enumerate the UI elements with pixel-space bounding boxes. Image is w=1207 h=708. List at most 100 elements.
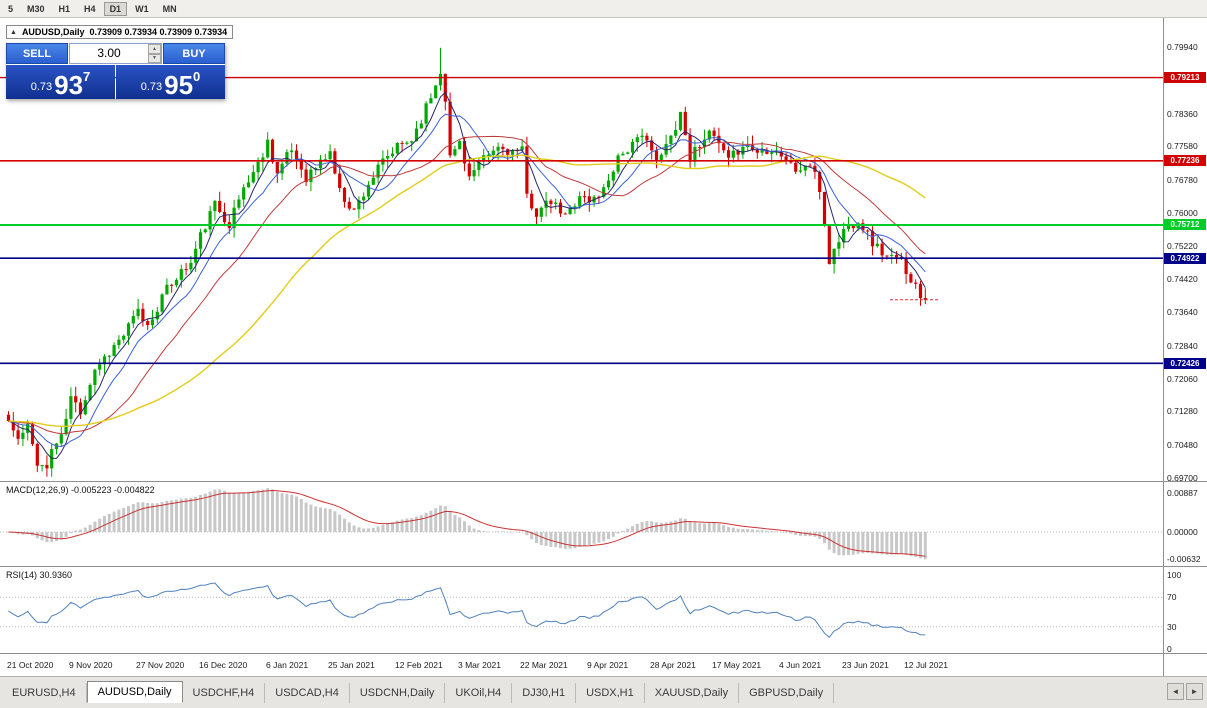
timeframe-toolbar: 5 M30 H1 H4 D1 W1 MN: [0, 0, 1207, 18]
chart-area: ▲ AUDUSD,Daily 0.73909 0.73934 0.73909 0…: [0, 18, 1207, 676]
date-label: 12 Jul 2021: [904, 660, 948, 670]
date-label: 12 Feb 2021: [395, 660, 443, 670]
chart-symbol-title: AUDUSD,Daily: [21, 27, 85, 37]
buy-button[interactable]: BUY: [163, 43, 225, 64]
rsi-tick: 0: [1167, 644, 1172, 654]
macd-histogram-layer: [7, 488, 927, 560]
rsi-label: RSI(14) 30.9360: [6, 570, 73, 580]
price-tick: 0.76780: [1167, 175, 1198, 185]
sell-button[interactable]: SELL: [6, 43, 68, 64]
buy-price-display[interactable]: 0.73 95 0: [116, 65, 225, 99]
macd-tick: 0.00887: [1167, 488, 1198, 498]
buy-price-big-digits: 95: [164, 70, 194, 100]
buy-price-prefix: 0.73: [140, 81, 163, 93]
tab-usdcnh-daily[interactable]: USDCNH,Daily: [349, 683, 446, 703]
macd-tick: 0.00000: [1167, 527, 1198, 537]
tab-dj30-h1[interactable]: DJ30,H1: [512, 683, 577, 703]
one-click-trading-panel: SELL 3.00 ▲ ▼ BUY 0.73 93 7 0.73 95 0: [6, 43, 225, 99]
macd-tick: -0.00632: [1167, 554, 1201, 564]
volume-down-button[interactable]: ▼: [148, 53, 161, 63]
timeframe-button-h4[interactable]: H4: [78, 2, 102, 16]
chart-tabs: EURUSD,H4 AUDUSD,Daily USDCHF,H4 USDCAD,H4 U…: [2, 681, 835, 703]
macd-signal-layer: [8, 489, 926, 557]
tab-gbpusd-daily[interactable]: GBPUSD,Daily: [739, 683, 835, 703]
level-price-box: 0.77236: [1164, 155, 1206, 166]
timeframe-button-d1[interactable]: D1: [103, 1, 128, 16]
collapse-icon[interactable]: ▲: [10, 28, 17, 36]
buy-price-pip-digit: 0: [193, 69, 201, 84]
price-tick: 0.70480: [1167, 440, 1198, 450]
price-tick: 0.75220: [1167, 241, 1198, 251]
tab-usdchf-h4[interactable]: USDCHF,H4: [182, 683, 266, 703]
sell-price-display[interactable]: 0.73 93 7: [6, 65, 115, 99]
price-tick: 0.79940: [1167, 42, 1198, 52]
level-price-box: 0.79213: [1164, 72, 1206, 83]
price-tick: 0.73640: [1167, 307, 1198, 317]
axis-divider: [1163, 18, 1164, 676]
price-chart[interactable]: [0, 18, 1163, 481]
tab-eurusd-h4[interactable]: EURUSD,H4: [2, 683, 87, 703]
pane-separator[interactable]: [0, 653, 1207, 654]
time-axis[interactable]: 21 Oct 2020 9 Nov 2020 27 Nov 2020 16 Dec 2…: [0, 654, 1163, 676]
date-label: 9 Apr 2021: [587, 660, 629, 670]
level-price-box: 0.72426: [1164, 358, 1206, 369]
sell-price-prefix: 0.73: [30, 81, 53, 93]
trade-panel-top-row: SELL 3.00 ▲ ▼ BUY: [6, 43, 225, 64]
price-tick: 0.69700: [1167, 473, 1198, 483]
date-label: 22 Mar 2021: [520, 660, 568, 670]
volume-spinner: ▲ ▼: [148, 44, 161, 63]
rsi-tick: 100: [1167, 570, 1182, 580]
date-label: 4 Jun 2021: [779, 660, 822, 670]
price-tick: 0.72060: [1167, 374, 1198, 384]
date-label: 21 Oct 2020: [7, 660, 54, 670]
price-tick: 0.78360: [1167, 109, 1198, 119]
tab-scroll-left-icon[interactable]: ◄: [1167, 683, 1184, 700]
rsi-tick: 30: [1167, 622, 1177, 632]
timeframe-button-m30[interactable]: M30: [21, 2, 51, 16]
level-price-box: 0.75712: [1164, 219, 1206, 230]
date-label: 17 May 2021: [712, 660, 762, 670]
trade-panel-price-row: 0.73 93 7 0.73 95 0: [6, 65, 225, 99]
sell-price-pip-digit: 7: [83, 69, 91, 84]
moving-averages-layer: [8, 91, 926, 459]
chart-ohlc-values: 0.73909 0.73934 0.73909 0.73934: [89, 27, 228, 37]
timeframe-button-mn[interactable]: MN: [157, 2, 183, 16]
timeframe-button-5[interactable]: 5: [2, 2, 19, 16]
date-label: 23 Jun 2021: [842, 660, 889, 670]
date-label: 16 Dec 2020: [199, 660, 248, 670]
price-axis[interactable]: 0.799400.792100.783600.775800.767800.760…: [1164, 18, 1207, 676]
rsi-tick: 70: [1167, 592, 1177, 602]
timeframe-button-h1[interactable]: H1: [53, 2, 77, 16]
date-label: 3 Mar 2021: [458, 660, 501, 670]
date-label: 6 Jan 2021: [266, 660, 309, 670]
level-price-box: 0.74922: [1164, 253, 1206, 264]
candles-layer: [6, 47, 927, 477]
volume-field[interactable]: 3.00 ▲ ▼: [69, 43, 162, 64]
horizontal-levels-layer[interactable]: [0, 76, 1163, 365]
pane-separator[interactable]: [0, 481, 1207, 482]
tab-usdx-h1[interactable]: USDX,H1: [576, 683, 645, 703]
date-label: 27 Nov 2020: [136, 660, 185, 670]
price-tick: 0.76000: [1167, 208, 1198, 218]
chart-tabs-bar: EURUSD,H4 AUDUSD,Daily USDCHF,H4 USDCAD,H4 U…: [0, 676, 1207, 708]
price-tick: 0.71280: [1167, 406, 1198, 416]
tab-scroll-right-icon[interactable]: ►: [1186, 683, 1203, 700]
date-label: 28 Apr 2021: [650, 660, 696, 670]
sell-price-big-digits: 93: [54, 70, 84, 100]
macd-label: MACD(12,26,9) -0.005223 -0.004822: [6, 485, 155, 495]
tab-ukoil-h4[interactable]: UKOil,H4: [445, 683, 513, 703]
date-label: 25 Jan 2021: [328, 660, 375, 670]
volume-up-button[interactable]: ▲: [148, 44, 161, 54]
timeframe-button-w1[interactable]: W1: [129, 2, 155, 16]
rsi-level-lines: [0, 596, 1163, 628]
pane-separator[interactable]: [0, 566, 1207, 567]
macd-indicator-chart: [0, 488, 1163, 560]
tab-usdcad-h4[interactable]: USDCAD,H4: [265, 683, 350, 703]
tab-xauusd-daily[interactable]: XAUUSD,Daily: [644, 683, 740, 703]
tab-audusd-daily[interactable]: AUDUSD,Daily: [86, 681, 183, 703]
tab-scroll-arrows: ◄ ►: [1167, 683, 1203, 700]
volume-value[interactable]: 3.00: [97, 46, 121, 60]
price-tick: 0.74420: [1167, 274, 1198, 284]
chart-header: ▲ AUDUSD,Daily 0.73909 0.73934 0.73909 0…: [6, 25, 234, 39]
rsi-indicator-chart: [0, 582, 1163, 639]
